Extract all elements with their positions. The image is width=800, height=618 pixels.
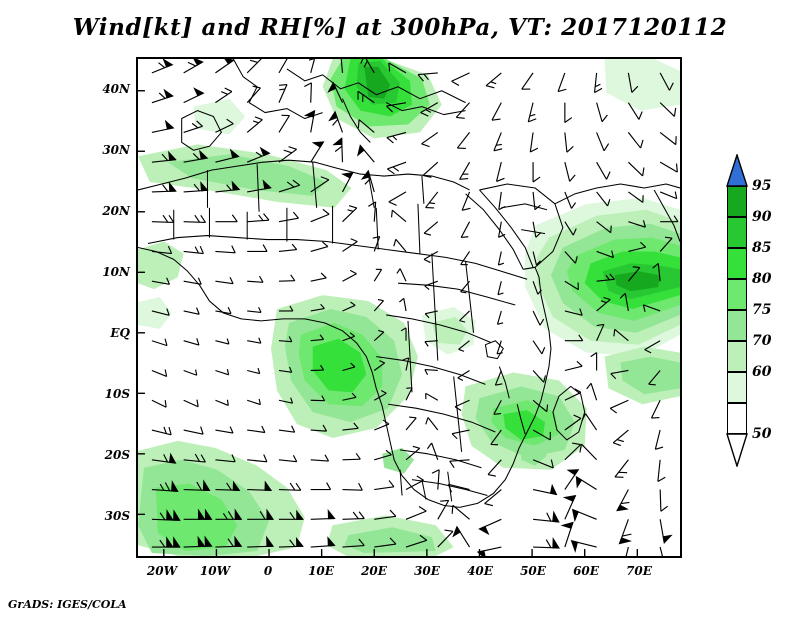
colorbar-band-70-75 bbox=[727, 310, 747, 341]
footer-credit: GrADS: IGES/COLA bbox=[8, 598, 127, 611]
y-tick-label-10n: 10N bbox=[102, 265, 130, 279]
x-tick-label-40e: 40E bbox=[467, 564, 493, 578]
y-tick-label-20s: 20S bbox=[104, 448, 130, 462]
x-tick-label-20e: 20E bbox=[361, 564, 387, 578]
x-tick-label-20w: 20W bbox=[146, 564, 178, 578]
colorbar-label-80: 80 bbox=[752, 271, 772, 287]
colorbar-label-95: 95 bbox=[752, 178, 772, 194]
colorbar-label-70: 70 bbox=[752, 333, 772, 349]
colorbar-label-60: 60 bbox=[752, 364, 772, 380]
y-tick-label-40n: 40N bbox=[102, 82, 130, 96]
x-tick-label-10w: 10W bbox=[199, 564, 231, 578]
x-tick-label-70e: 70E bbox=[626, 564, 652, 578]
colorbar-band-under-50 bbox=[727, 403, 747, 434]
y-tick-label-10s: 10S bbox=[104, 387, 130, 401]
map-canvas bbox=[138, 59, 680, 556]
coastline-layer bbox=[138, 59, 680, 508]
x-tick-label-0: 0 bbox=[263, 564, 273, 578]
x-tick-label-50e: 50E bbox=[520, 564, 546, 578]
colorbar-band-60-70 bbox=[727, 341, 747, 372]
x-tick-label-30e: 30E bbox=[414, 564, 440, 578]
colorbar-label-90: 90 bbox=[752, 209, 772, 225]
colorbar-band-50-60 bbox=[727, 372, 747, 403]
colorbar-label-50: 50 bbox=[752, 426, 772, 442]
x-tick-label-60e: 60E bbox=[573, 564, 599, 578]
plot-area bbox=[136, 57, 682, 558]
x-tick-label-10e: 10E bbox=[308, 564, 334, 578]
colorbar-band-75-80 bbox=[727, 279, 747, 310]
page-title: Wind[kt] and RH[%] at 300hPa, VT: 201712… bbox=[72, 14, 728, 41]
colorbar bbox=[727, 186, 747, 434]
wind-barb-layer bbox=[151, 59, 679, 556]
rh-shading-layer bbox=[138, 59, 680, 556]
y-tick-label-20n: 20N bbox=[102, 204, 130, 218]
colorbar-over-arrow bbox=[726, 154, 748, 187]
colorbar-band-90-95 bbox=[727, 186, 747, 217]
colorbar-band-80-85 bbox=[727, 248, 747, 279]
tick-layer bbox=[138, 90, 639, 556]
y-tick-label-eq: EQ bbox=[110, 326, 130, 340]
y-tick-label-30n: 30N bbox=[102, 143, 130, 157]
colorbar-under-arrow bbox=[726, 433, 748, 467]
y-tick-label-30s: 30S bbox=[104, 509, 130, 523]
colorbar-band-85-90 bbox=[727, 217, 747, 248]
colorbar-label-75: 75 bbox=[752, 302, 772, 318]
colorbar-label-85: 85 bbox=[752, 240, 772, 256]
plot-frame bbox=[136, 57, 682, 558]
